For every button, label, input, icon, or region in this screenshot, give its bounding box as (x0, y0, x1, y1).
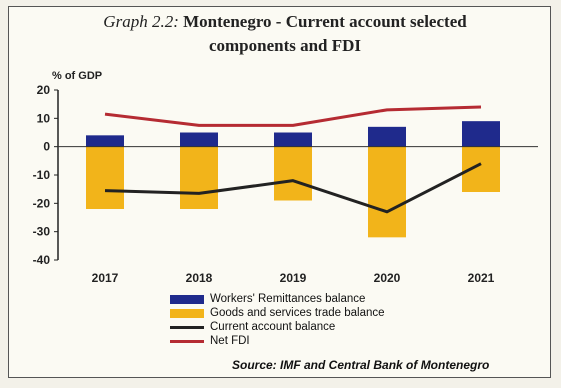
x-tick-label: 2020 (374, 271, 401, 285)
y-tick-label: -10 (33, 168, 51, 182)
chart-title: Graph 2.2: Montenegro - Current account … (70, 10, 500, 58)
x-tick-label: 2019 (280, 271, 307, 285)
legend-item-current-account: Current account balance (170, 320, 385, 334)
legend-label-net-fdi: Net FDI (210, 335, 250, 347)
legend-item-remittances: Workers' Remittances balance (170, 292, 385, 306)
y-axis-label: % of GDP (52, 70, 103, 82)
legend-item-trade-balance: Goods and services trade balance (170, 306, 385, 320)
legend-swatch-remittances (170, 294, 204, 304)
legend-item-net-fdi: Net FDI (170, 334, 385, 348)
bar-remittances (86, 135, 124, 147)
chart-title-lead: Graph 2.2: (103, 12, 179, 31)
x-tick-label: 2018 (186, 271, 213, 285)
legend-swatch-net-fdi (170, 339, 204, 343)
y-tick-label: -20 (33, 196, 51, 210)
y-tick-label: 10 (37, 111, 51, 125)
bar-remittances (368, 126, 406, 147)
chart-title-main: Montenegro - Current account selected co… (183, 12, 467, 55)
y-tick-label: 0 (43, 140, 50, 154)
legend-label-remittances: Workers' Remittances balance (210, 293, 366, 305)
y-tick-label: -30 (33, 225, 51, 239)
line-current-account (104, 162, 482, 214)
source-note: Source: IMF and Central Bank of Monteneg… (232, 358, 490, 372)
bar-trade-balance (86, 146, 124, 209)
legend-label-current-account: Current account balance (210, 321, 336, 333)
bar-remittances (180, 132, 218, 147)
y-tick-label: -40 (33, 253, 51, 267)
legend-label-trade-balance: Goods and services trade balance (210, 307, 385, 319)
bar-remittances (462, 121, 500, 147)
legend-swatch-trade-balance (170, 308, 204, 318)
line-net-fdi (104, 105, 482, 127)
bar-trade-balance (368, 146, 406, 238)
legend-swatch-current-account (170, 325, 204, 329)
x-tick-label: 2017 (92, 271, 119, 285)
x-tick-label: 2021 (468, 271, 495, 285)
bar-remittances (274, 132, 312, 147)
legend: Workers' Remittances balance Goods and s… (170, 292, 385, 348)
bar-trade-balance (180, 146, 218, 209)
y-tick-label: 20 (37, 83, 51, 97)
bar-trade-balance (274, 146, 312, 201)
